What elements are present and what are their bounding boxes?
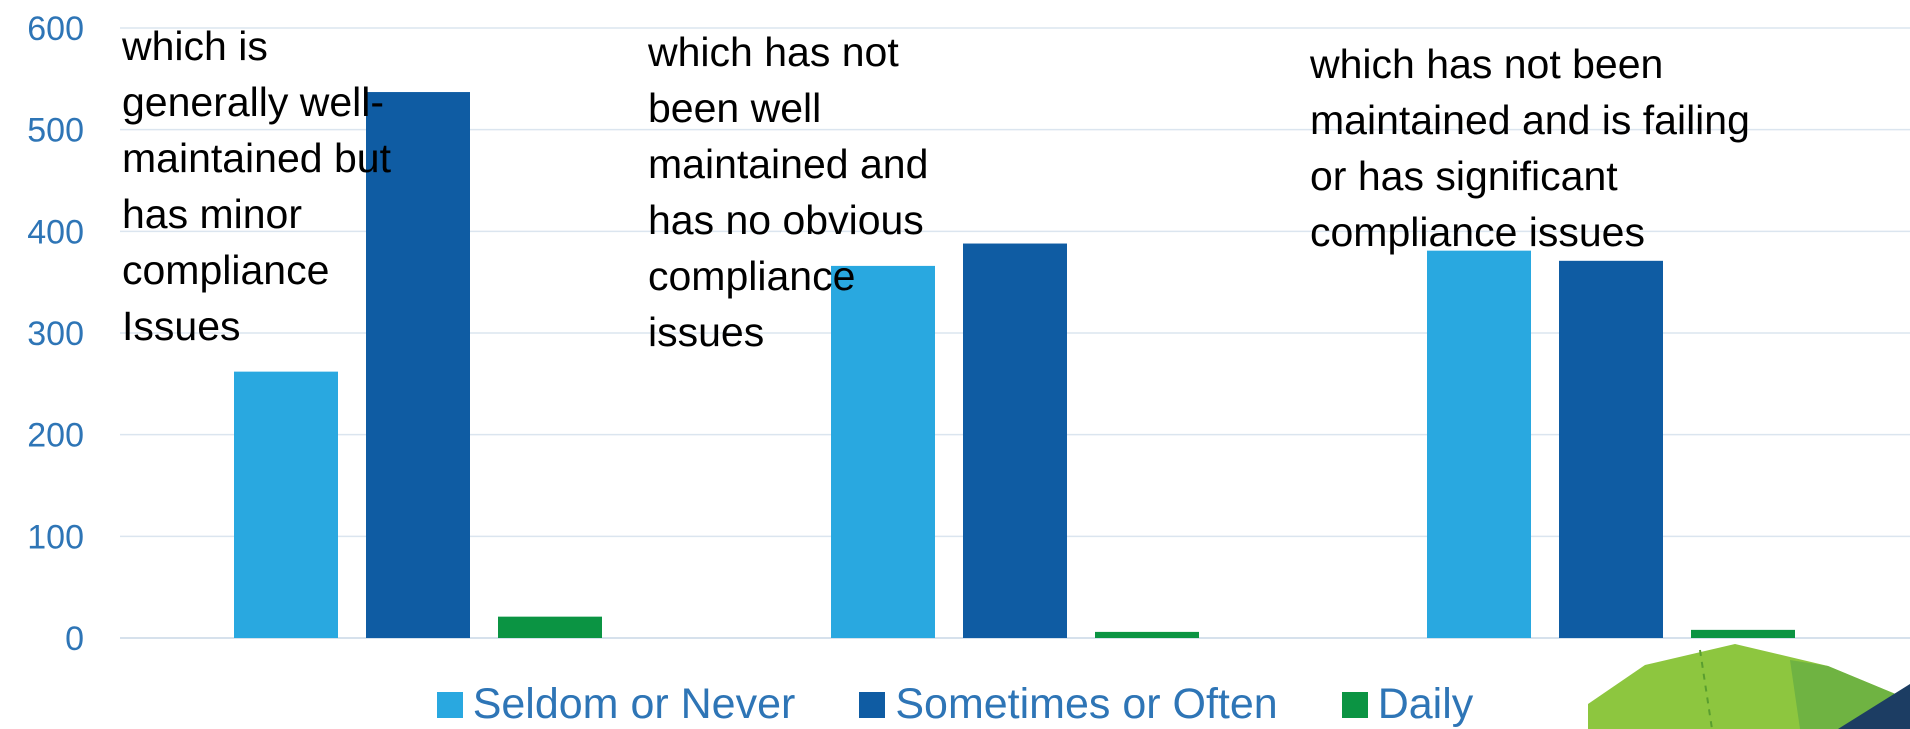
legend-label-daily: Daily bbox=[1377, 680, 1474, 728]
bar-daily-3 bbox=[1691, 629, 1795, 638]
y-tick-label: 0 bbox=[65, 620, 84, 658]
bar-sometimes-3 bbox=[1559, 260, 1663, 638]
legend-label-seldom: Seldom or Never bbox=[472, 680, 796, 728]
y-tick-label: 500 bbox=[27, 112, 84, 150]
bar-sometimes-2 bbox=[963, 243, 1067, 639]
legend: Seldom or Never Sometimes or Often Daily bbox=[0, 680, 1910, 729]
y-tick-label: 600 bbox=[27, 10, 84, 48]
decorative-dark-shape bbox=[1838, 684, 1910, 729]
decorative-corner-graphic bbox=[1588, 644, 1910, 729]
category-label-1: which is generally well- maintained but … bbox=[122, 23, 391, 349]
bar-seldom-3 bbox=[1427, 250, 1531, 638]
bar-seldom-1 bbox=[234, 371, 338, 638]
y-tick-label: 200 bbox=[27, 417, 84, 455]
legend-swatch-sometimes bbox=[859, 691, 886, 718]
legend-item-sometimes: Sometimes or Often bbox=[859, 680, 1278, 729]
legend-item-daily: Daily bbox=[1341, 680, 1474, 729]
category-label-2: which has not been well maintained and h… bbox=[648, 29, 929, 355]
bars bbox=[234, 92, 1795, 639]
bar-seldom-2 bbox=[831, 265, 935, 638]
bar-daily-1 bbox=[498, 616, 602, 638]
y-tick-label: 300 bbox=[27, 315, 84, 353]
legend-swatch-daily bbox=[1341, 691, 1368, 718]
category-label-3: which has not been maintained and is fai… bbox=[1310, 41, 1750, 255]
legend-label-sometimes: Sometimes or Often bbox=[895, 680, 1278, 728]
y-axis-tick-labels: 0 100 200 300 400 500 600 bbox=[27, 10, 84, 658]
bar-daily-2 bbox=[1095, 631, 1199, 638]
y-tick-label: 400 bbox=[27, 213, 84, 251]
legend-swatch-seldom bbox=[436, 691, 463, 718]
bar-sometimes-1 bbox=[366, 92, 470, 639]
legend-item-seldom: Seldom or Never bbox=[436, 680, 796, 729]
y-tick-label: 100 bbox=[27, 518, 84, 556]
